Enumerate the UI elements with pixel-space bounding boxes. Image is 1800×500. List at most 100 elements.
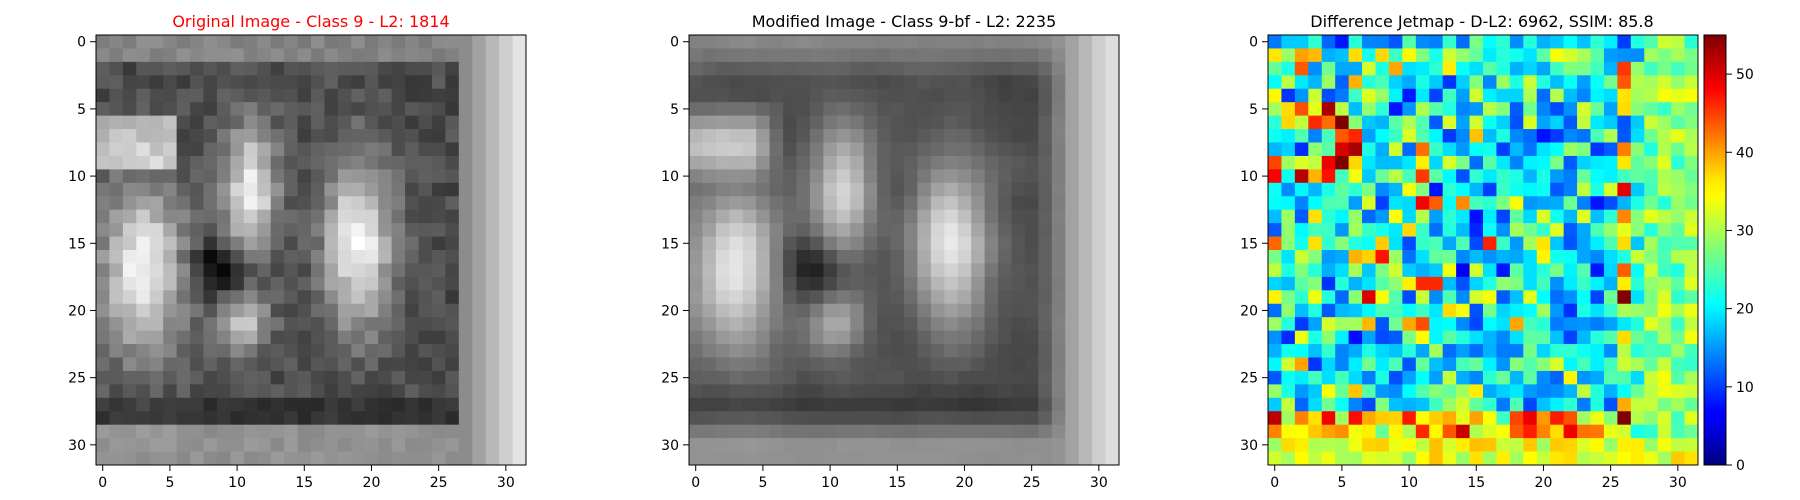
heatmap-cell <box>512 61 527 76</box>
heatmap-cell <box>257 61 272 76</box>
heatmap-cell <box>364 236 379 251</box>
heatmap-cell <box>1483 451 1497 466</box>
heatmap-cell <box>1496 276 1511 291</box>
heatmap-cell <box>122 303 137 318</box>
heatmap-cell <box>190 236 204 251</box>
heatmap-cell <box>1429 142 1444 157</box>
heatmap-cell <box>499 397 513 412</box>
heatmap-cell <box>1536 196 1551 211</box>
heatmap-cell <box>877 357 891 372</box>
heatmap-cell <box>971 182 986 197</box>
heatmap-cell <box>1536 102 1551 117</box>
heatmap-cell <box>971 438 986 452</box>
heatmap-cell <box>1550 276 1565 291</box>
heatmap-cell <box>190 115 204 130</box>
heatmap-cell <box>1563 263 1578 278</box>
heatmap-cell <box>311 88 325 103</box>
heatmap-cell <box>364 35 379 49</box>
heatmap-cell <box>1321 397 1336 412</box>
heatmap-cell <box>1375 155 1390 170</box>
heatmap-cell <box>944 223 959 237</box>
heatmap-cell <box>136 88 151 103</box>
heatmap-cell <box>216 250 231 264</box>
heatmap-cell <box>1509 61 1524 76</box>
heatmap-cell <box>190 263 204 278</box>
plot-frame-difference <box>1267 34 1699 466</box>
heatmap-cell <box>702 196 717 211</box>
heatmap-cell <box>1442 263 1457 278</box>
heatmap-cell <box>512 223 527 237</box>
heatmap-cell <box>998 438 1012 452</box>
heatmap-cell <box>324 115 339 130</box>
heatmap-cell <box>122 344 137 358</box>
heatmap-cell <box>1523 438 1538 452</box>
heatmap-cell <box>850 317 865 332</box>
heatmap-cell <box>1281 303 1296 318</box>
heatmap-cell <box>190 370 204 385</box>
heatmap-cell <box>783 303 797 318</box>
heatmap-cell <box>1051 397 1066 412</box>
heatmap-cell <box>512 236 527 251</box>
heatmap-cell <box>122 370 137 385</box>
heatmap-cell <box>1563 357 1578 372</box>
heatmap-cell <box>445 330 460 345</box>
heatmap-cell <box>971 236 986 251</box>
heatmap-cell <box>917 88 932 103</box>
heatmap-cell <box>109 75 124 90</box>
heatmap-cell <box>904 276 918 291</box>
heatmap-cell <box>1281 196 1296 211</box>
heatmap-cell <box>1536 424 1551 439</box>
heatmap-cell <box>1348 223 1363 237</box>
x-tick-label: 30 <box>1669 475 1687 491</box>
heatmap-cell <box>149 223 164 237</box>
heatmap-cell <box>1038 169 1053 184</box>
heatmap-cell <box>809 438 824 452</box>
heatmap-cell <box>96 411 110 426</box>
heatmap-cell <box>1550 290 1565 305</box>
heatmap-cell <box>485 250 500 264</box>
heatmap-cell <box>729 276 744 291</box>
heatmap-cell <box>1563 384 1578 399</box>
y-tick-label: 30 <box>68 438 86 454</box>
heatmap-cell <box>715 35 730 49</box>
heatmap-cell <box>378 438 393 452</box>
heatmap-cell <box>689 102 703 117</box>
heatmap-cell <box>1268 88 1282 103</box>
heatmap-cell <box>1603 48 1618 63</box>
heatmap-cell <box>796 75 811 90</box>
heatmap-cell <box>1078 344 1093 358</box>
heatmap-cell <box>1268 169 1282 184</box>
heatmap-cell <box>1375 209 1390 224</box>
heatmap-cell <box>1348 115 1363 130</box>
heatmap-cell <box>809 411 824 426</box>
heatmap-cell <box>1523 35 1538 49</box>
heatmap-cell <box>971 330 986 345</box>
heatmap-cell <box>270 182 285 197</box>
heatmap-cell <box>190 35 204 49</box>
heatmap-cell <box>1590 357 1605 372</box>
heatmap-cell <box>1442 182 1457 197</box>
heatmap-cell <box>796 182 811 197</box>
heatmap-cell <box>1011 250 1026 264</box>
heatmap-cell <box>1065 451 1080 466</box>
heatmap-cell <box>998 451 1012 466</box>
heatmap-cell <box>351 236 366 251</box>
heatmap-cell <box>769 142 784 157</box>
heatmap-cell <box>863 276 878 291</box>
heatmap-cell <box>957 438 972 452</box>
heatmap-cell <box>809 317 824 332</box>
heatmap-cells-difference <box>1268 35 1699 466</box>
heatmap-cell <box>1456 424 1470 439</box>
heatmap-cell <box>890 330 905 345</box>
heatmap-cell <box>890 357 905 372</box>
heatmap-cell <box>1684 129 1699 143</box>
heatmap-cell <box>1483 35 1497 49</box>
heatmap-cell <box>984 61 999 76</box>
heatmap-cell <box>1684 48 1699 63</box>
heatmap-cell <box>836 411 851 426</box>
heatmap-cell <box>1577 290 1591 305</box>
heatmap-cell <box>149 35 164 49</box>
y-tick-label: 0 <box>77 35 86 51</box>
